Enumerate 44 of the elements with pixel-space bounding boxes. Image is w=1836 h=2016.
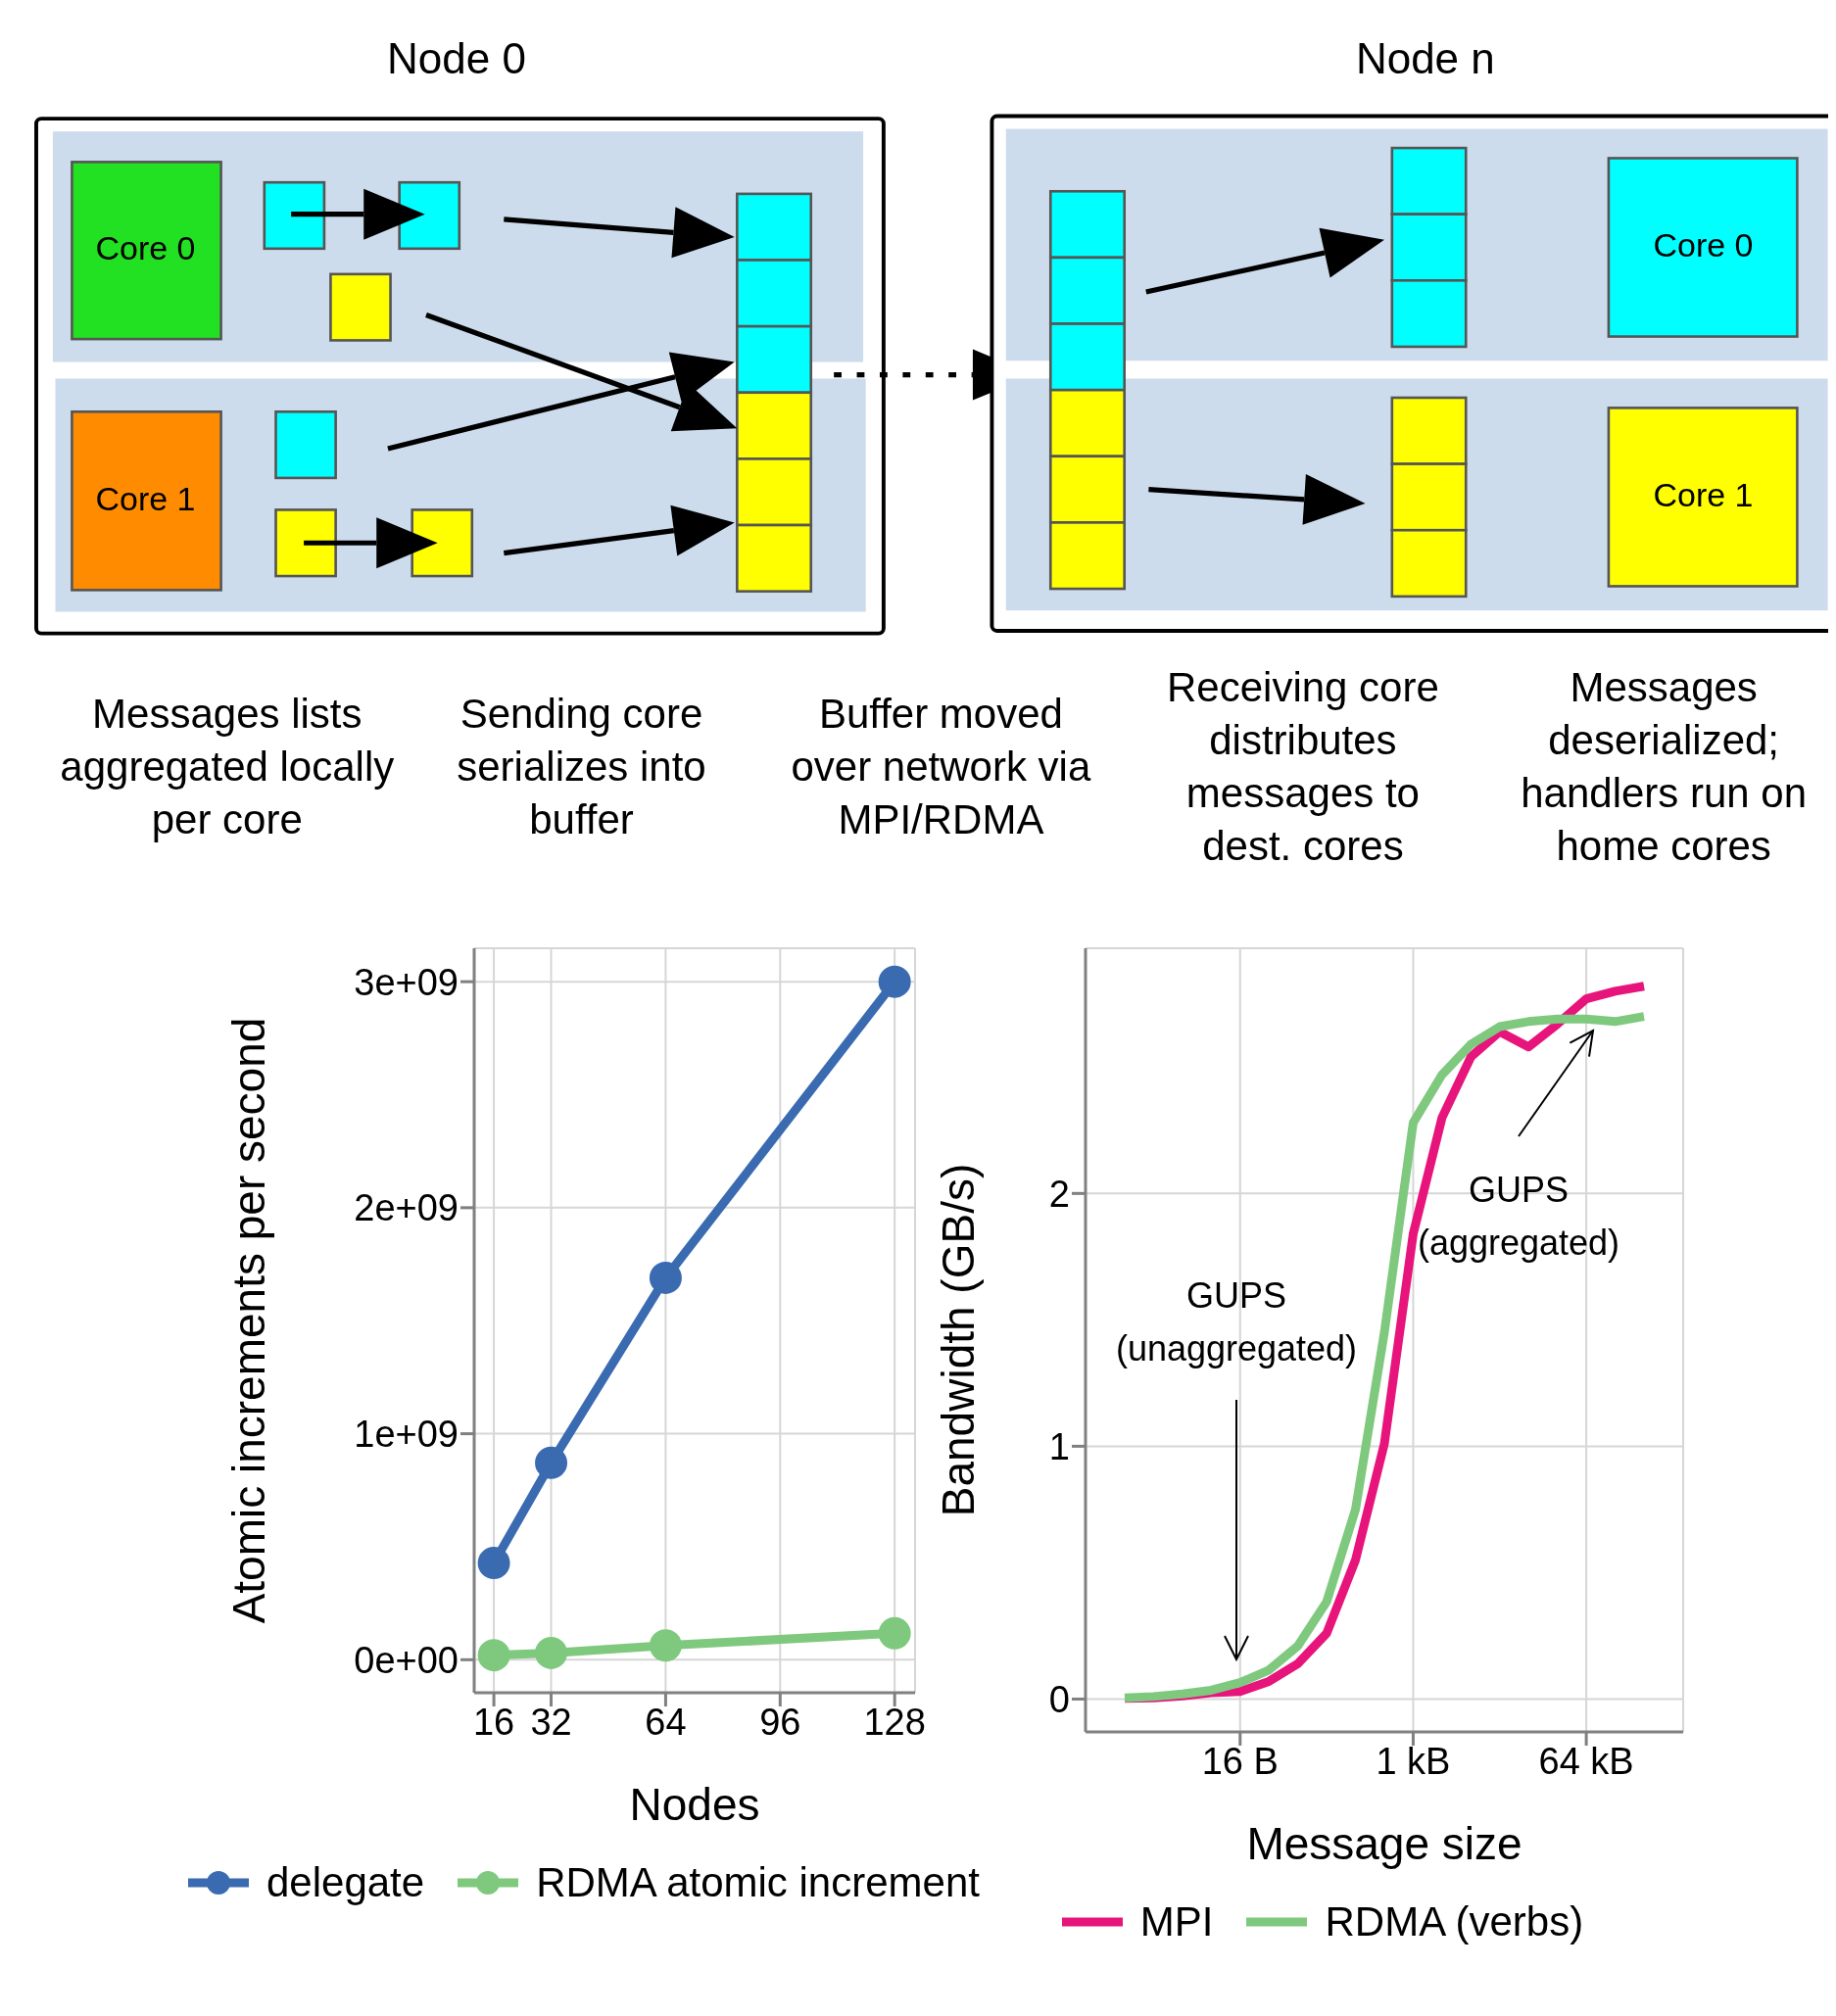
- text: Receiving core distributes messages to dest. cores: [1166, 663, 1440, 872]
- y-tick-label: 0e+00: [354, 1639, 459, 1681]
- x-tick-label: 128: [863, 1701, 926, 1743]
- point: [535, 1636, 567, 1669]
- y-tick-label: 1: [1048, 1425, 1070, 1467]
- text: Core 0: [1652, 225, 1755, 265]
- y-axis-title: Bandwidth (GB/s): [933, 1163, 985, 1517]
- x-axis-title: Message size: [1246, 1818, 1522, 1869]
- y-tick-label: 3e+09: [354, 961, 459, 1003]
- point: [878, 965, 911, 998]
- y-tick-label: 1e+09: [354, 1414, 459, 1456]
- text: Core 0: [94, 227, 197, 268]
- text: Buffer moved over network via MPI/RDMA: [790, 690, 1092, 845]
- text: Messages deserialized; handlers run on home cores: [1520, 663, 1809, 872]
- text: Node 0: [386, 33, 527, 85]
- y-axis-title: Atomic increments per second: [223, 1017, 275, 1624]
- x-tick-label: 64: [645, 1701, 687, 1743]
- x-axis-title: Nodes: [629, 1779, 760, 1830]
- x-tick-label: 96: [759, 1701, 801, 1743]
- annotation: GUPS (aggregated): [1416, 1169, 1621, 1265]
- legend-label: MPI: [1139, 1898, 1214, 1945]
- text: Core 1: [94, 478, 197, 519]
- x-tick-label: 1 kB: [1376, 1740, 1451, 1782]
- text: Core 1: [1652, 475, 1755, 515]
- y-tick-label: 0: [1048, 1678, 1070, 1720]
- annotation: GUPS (unaggregated): [1114, 1274, 1359, 1370]
- point: [649, 1261, 682, 1294]
- x-tick-label: 32: [530, 1701, 572, 1743]
- y-tick-label: 2e+09: [354, 1187, 459, 1229]
- legend-label: RDMA atomic increment: [536, 1859, 980, 1906]
- x-tick-label: 16 B: [1201, 1740, 1279, 1782]
- x-tick-label: 16: [472, 1701, 515, 1743]
- legend-label: delegate: [266, 1859, 425, 1906]
- point: [477, 1639, 510, 1672]
- text: Messages lists aggregated locally per core: [59, 690, 396, 845]
- text: Node n: [1354, 33, 1496, 85]
- x-tick-label: 64 kB: [1538, 1740, 1634, 1782]
- point: [535, 1446, 567, 1479]
- point: [477, 1547, 510, 1580]
- y-tick-label: 2: [1048, 1173, 1070, 1215]
- text: Sending core serializes into buffer: [456, 690, 707, 845]
- legend-label: RDMA (verbs): [1325, 1898, 1584, 1945]
- point: [649, 1629, 682, 1662]
- point: [878, 1616, 911, 1650]
